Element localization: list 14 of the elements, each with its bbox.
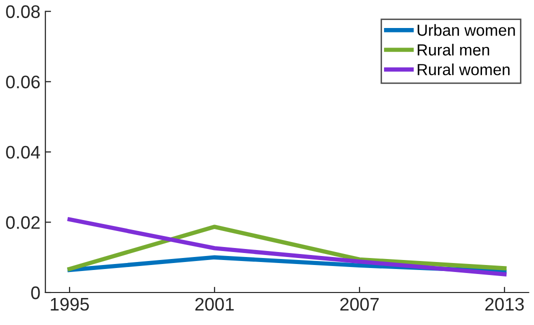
x-tick-label: 2013 xyxy=(485,298,524,311)
y-tick-label: 0 xyxy=(31,286,40,300)
y-tick-label: 0.02 xyxy=(6,216,40,229)
line-series xyxy=(67,217,507,276)
x-tick-label: 2007 xyxy=(340,298,379,311)
y-tick-label: 0.04 xyxy=(6,146,40,159)
x-tick-label: 2001 xyxy=(195,298,234,311)
line-series xyxy=(67,224,507,272)
legend-label: Urban women xyxy=(418,24,515,36)
legend-label: Rural men xyxy=(418,44,490,56)
legend-label: Rural women xyxy=(418,64,510,76)
y-tick-label: 0.08 xyxy=(6,5,40,18)
y-tick-label: 0.06 xyxy=(6,76,40,88)
x-tick-label: 1995 xyxy=(50,298,89,311)
